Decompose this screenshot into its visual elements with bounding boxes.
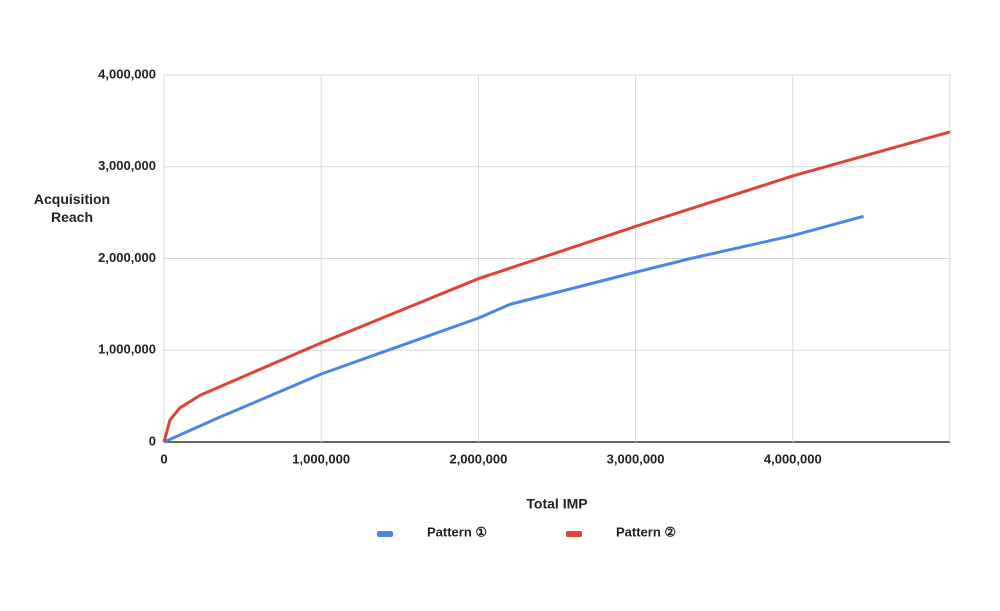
y-tick-label: 4,000,000: [98, 66, 156, 81]
x-tick-label: 0: [160, 451, 167, 466]
y-tick-label: 3,000,000: [98, 158, 156, 173]
y-tick-label: 0: [149, 433, 156, 448]
legend-label: Pattern ①: [427, 524, 487, 539]
line: [163, 214, 864, 444]
y-tick-label: 1,000,000: [98, 342, 156, 357]
y-axis-label: Acquisition Reach: [33, 191, 111, 225]
legend-swatch: [566, 531, 582, 537]
x-tick-label: 3,000,000: [607, 451, 665, 466]
legend-label: Pattern ②: [616, 524, 676, 539]
legend-swatch: [377, 531, 393, 537]
x-axis-label: Total IMP: [526, 496, 587, 512]
y-tick-label: 2,000,000: [98, 250, 156, 265]
x-tick-label: 4,000,000: [764, 451, 822, 466]
x-tick-label: 1,000,000: [292, 451, 350, 466]
line: [162, 130, 951, 443]
x-tick-label: 2,000,000: [449, 451, 507, 466]
